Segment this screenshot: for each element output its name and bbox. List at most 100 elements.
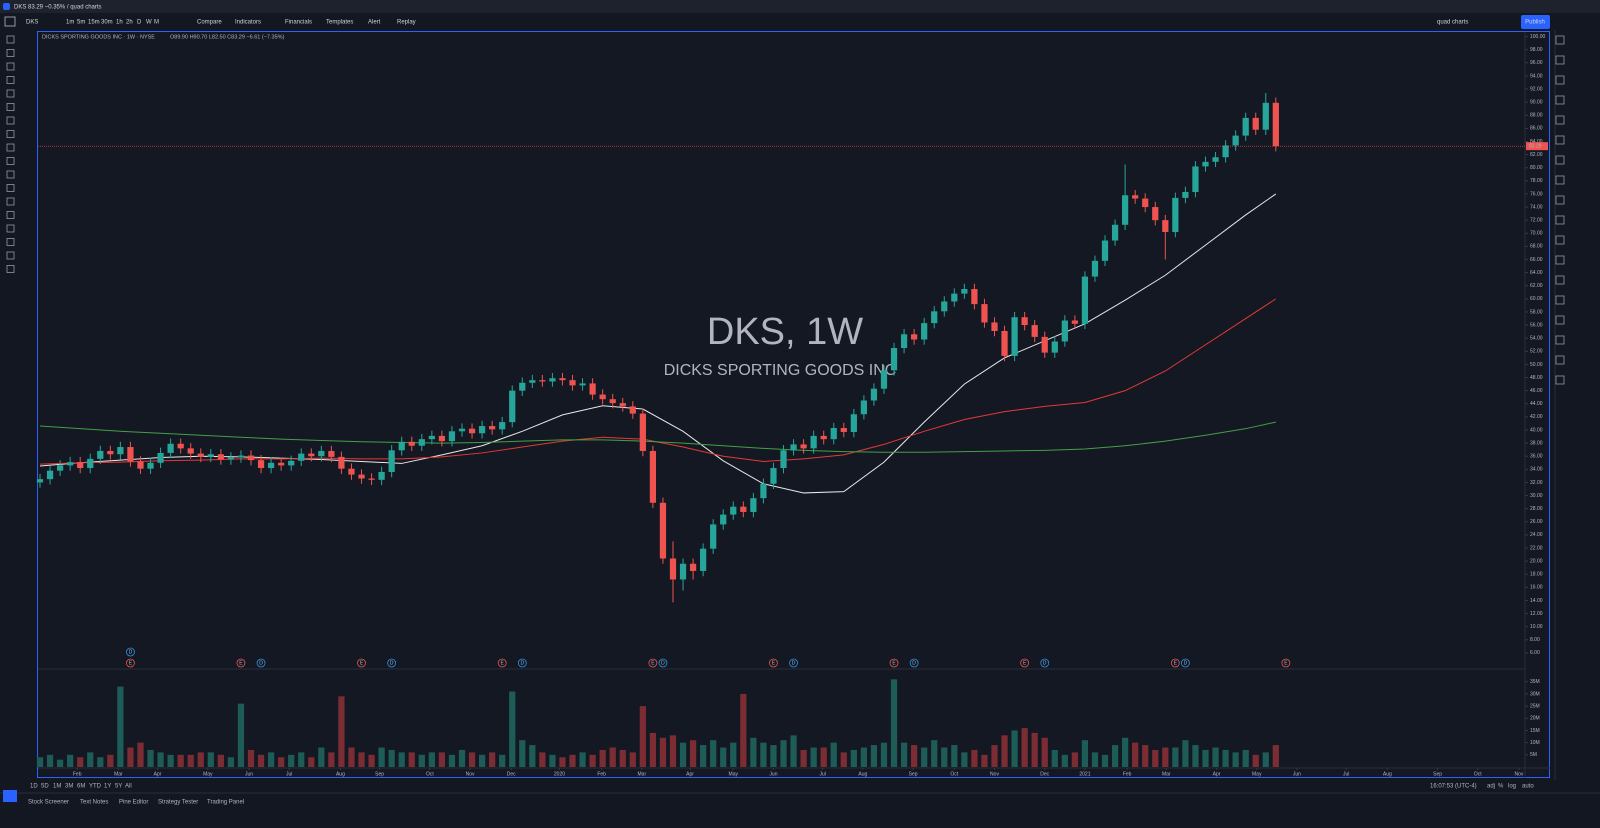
side-icon[interactable] [1555, 315, 1565, 325]
drawing-tool[interactable] [6, 130, 15, 138]
publish-button[interactable] [1521, 15, 1550, 29]
event-marker[interactable] [789, 658, 798, 668]
drawing-tool[interactable] [6, 62, 15, 71]
drawing-tool[interactable] [6, 103, 15, 111]
event-marker[interactable] [517, 658, 527, 668]
x-tick-label: Aug [858, 771, 867, 777]
scale-button[interactable]: % [1498, 784, 1504, 790]
range-button[interactable]: 1Y [104, 784, 111, 790]
side-icon[interactable] [1555, 275, 1565, 285]
tool-button[interactable]: Alert [368, 20, 381, 26]
drawing-tool[interactable] [6, 143, 15, 152]
panel-tab[interactable]: Strategy Tester [158, 800, 198, 806]
interval[interactable]: D [137, 20, 142, 26]
interval[interactable]: 5m [77, 20, 85, 26]
side-icon[interactable] [1555, 95, 1565, 105]
event-marker[interactable] [909, 658, 919, 668]
event-marker[interactable] [387, 658, 397, 668]
tab-title[interactable]: DKS 83.29 −0.35% / quad charts [14, 5, 102, 11]
panel-tab[interactable]: Text Notes [80, 800, 108, 806]
event-marker[interactable] [1020, 658, 1030, 668]
drawing-tool[interactable] [6, 238, 15, 246]
side-icon[interactable] [1555, 55, 1565, 65]
side-icon[interactable] [1555, 175, 1565, 185]
side-icon[interactable] [1555, 155, 1565, 165]
tool-button[interactable]: Templates [326, 20, 353, 26]
drawing-tool[interactable] [6, 157, 15, 165]
menu-icon[interactable] [4, 16, 16, 27]
interval[interactable]: 1m [66, 20, 74, 26]
tool-button[interactable]: Replay [397, 20, 416, 26]
drawing-tool[interactable] [6, 89, 15, 98]
side-icon[interactable] [1555, 235, 1565, 245]
range-button[interactable]: 5Y [115, 784, 122, 790]
scale-button[interactable]: auto [1522, 784, 1534, 790]
tool-button[interactable]: Financials [285, 20, 312, 26]
candle-body [278, 462, 285, 466]
interval[interactable]: 1h [116, 20, 123, 26]
event-marker[interactable] [648, 658, 658, 668]
drawing-tool[interactable] [6, 211, 15, 219]
panel-tab[interactable]: Stock Screener [28, 800, 69, 806]
side-icon[interactable] [1555, 195, 1565, 205]
volume-bar [589, 754, 596, 767]
interval[interactable]: M [154, 20, 159, 26]
event-marker[interactable] [236, 658, 246, 668]
interval[interactable]: 2h [126, 20, 133, 26]
interval[interactable]: 15m [88, 20, 100, 26]
range-button[interactable]: All [125, 784, 132, 790]
interval[interactable]: W [146, 20, 152, 26]
candle-body [1222, 145, 1229, 158]
publish-label[interactable]: Publish [1525, 20, 1545, 26]
side-icon[interactable] [1555, 375, 1565, 385]
tool-button[interactable]: Compare [197, 20, 222, 26]
drawing-tool[interactable] [6, 224, 15, 233]
side-icon[interactable] [1555, 115, 1565, 125]
drawing-tool[interactable] [6, 184, 15, 192]
drawing-tool[interactable] [6, 265, 15, 273]
drawing-tool[interactable] [6, 116, 15, 125]
panel-tab[interactable]: Trading Panel [207, 800, 244, 806]
event-marker[interactable] [889, 658, 899, 668]
side-icon[interactable] [1555, 295, 1565, 305]
scale-button[interactable]: log [1508, 784, 1516, 790]
event-marker[interactable] [256, 658, 266, 668]
interval[interactable]: 30m [101, 20, 113, 26]
symbol[interactable]: DKS [26, 20, 38, 26]
event-marker[interactable] [126, 658, 135, 668]
panel-toggle[interactable] [3, 790, 17, 802]
event-marker[interactable] [1170, 658, 1180, 668]
drawing-tool[interactable] [6, 49, 15, 57]
event-marker[interactable] [1181, 658, 1190, 668]
range-button[interactable]: YTD [89, 784, 102, 790]
side-icon[interactable] [1555, 215, 1565, 225]
side-icon[interactable] [1555, 135, 1565, 145]
event-marker[interactable] [497, 658, 507, 668]
event-marker[interactable] [658, 658, 668, 668]
event-marker[interactable] [357, 658, 366, 668]
side-icon[interactable] [1555, 255, 1565, 265]
range-button[interactable]: 1M [53, 784, 61, 790]
side-icon[interactable] [1555, 355, 1565, 365]
side-icon[interactable] [1555, 75, 1565, 85]
event-marker[interactable] [769, 658, 778, 668]
event-marker[interactable] [1040, 658, 1050, 668]
scale-button[interactable]: adj [1487, 784, 1495, 790]
drawing-tool[interactable] [6, 170, 15, 179]
panel-tab[interactable]: Pine Editor [119, 800, 148, 806]
tool-button[interactable]: Indicators [235, 20, 261, 26]
x-tick-label: Mar [638, 771, 647, 777]
drawing-tool[interactable] [6, 35, 15, 44]
layout-name[interactable]: quad charts [1437, 20, 1468, 26]
range-button[interactable]: 1D [30, 784, 38, 790]
range-button[interactable]: 5D [41, 784, 49, 790]
side-icon[interactable] [1555, 35, 1565, 45]
event-marker[interactable] [126, 647, 135, 657]
drawing-tool[interactable] [6, 76, 15, 84]
drawing-tool[interactable] [6, 197, 15, 206]
event-marker[interactable] [1281, 658, 1291, 668]
range-button[interactable]: 6M [77, 784, 85, 790]
drawing-tool[interactable] [6, 251, 15, 260]
side-icon[interactable] [1555, 335, 1565, 345]
range-button[interactable]: 3M [65, 784, 73, 790]
